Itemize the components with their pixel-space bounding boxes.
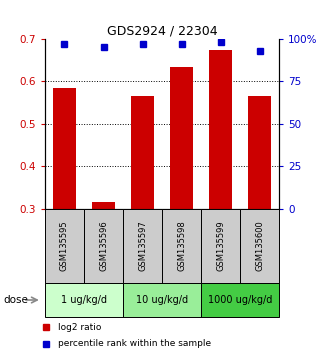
Bar xyxy=(84,209,123,283)
Bar xyxy=(131,96,154,209)
Bar xyxy=(92,202,115,209)
Bar xyxy=(201,209,240,283)
Text: GSM135595: GSM135595 xyxy=(60,221,69,272)
Text: GSM135597: GSM135597 xyxy=(138,221,147,272)
Text: 1 ug/kg/d: 1 ug/kg/d xyxy=(61,295,107,305)
Text: dose: dose xyxy=(3,295,28,305)
Text: percentile rank within the sample: percentile rank within the sample xyxy=(58,339,212,348)
Bar xyxy=(162,209,201,283)
Bar xyxy=(45,283,123,317)
Bar xyxy=(123,209,162,283)
Text: GSM135600: GSM135600 xyxy=(255,221,264,272)
Text: GSM135599: GSM135599 xyxy=(216,221,225,272)
Title: GDS2924 / 22304: GDS2924 / 22304 xyxy=(107,25,217,38)
Text: GSM135598: GSM135598 xyxy=(177,221,186,272)
Text: 10 ug/kg/d: 10 ug/kg/d xyxy=(136,295,188,305)
Text: 1000 ug/kg/d: 1000 ug/kg/d xyxy=(208,295,273,305)
Text: log2 ratio: log2 ratio xyxy=(58,323,102,332)
Bar xyxy=(170,67,193,209)
Bar xyxy=(209,50,232,209)
Bar xyxy=(248,96,272,209)
Bar xyxy=(45,209,84,283)
Bar xyxy=(201,283,279,317)
Bar xyxy=(240,209,279,283)
Bar xyxy=(53,88,76,209)
Bar xyxy=(123,283,201,317)
Text: GSM135596: GSM135596 xyxy=(99,221,108,272)
